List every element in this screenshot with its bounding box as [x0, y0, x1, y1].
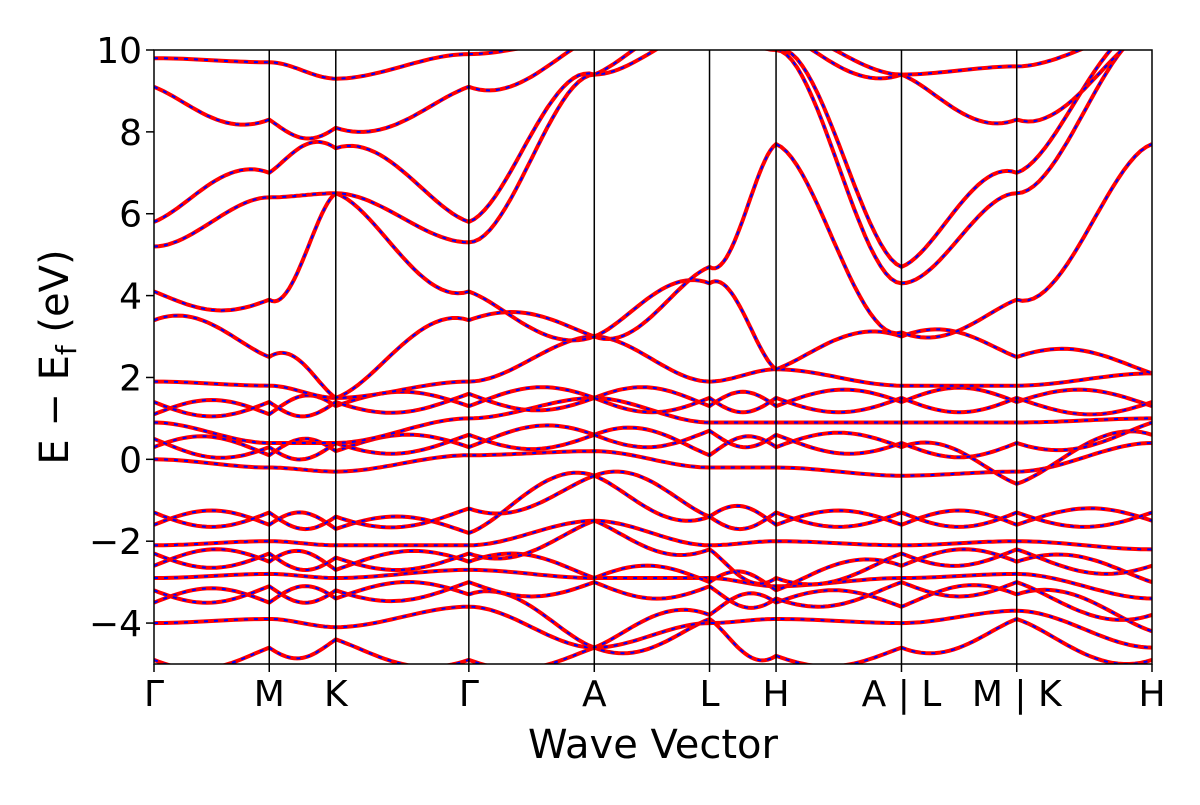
y-tick-label: −4: [89, 604, 142, 645]
band-line-blue-dashed: [154, 617, 1152, 664]
band-line-blue-dashed: [154, 519, 1152, 551]
x-tick-label: M | K: [972, 674, 1063, 715]
band-line-blue-dashed: [154, 474, 1152, 531]
y-tick-label: 0: [119, 440, 142, 481]
band-line-blue-dashed: [154, 421, 1152, 461]
x-tick-label: A | L: [862, 674, 942, 715]
band-line-red: [154, 518, 1152, 587]
x-tick-label: M: [254, 674, 285, 715]
y-tick-label: 4: [119, 277, 142, 318]
band-line-blue-dashed: [154, 581, 1152, 621]
bands-layer: [154, 50, 1152, 664]
x-tick-label: L: [699, 674, 719, 715]
band-line-red: [154, 334, 1152, 400]
y-axis-label-subscript: f: [50, 344, 83, 355]
high-symmetry-lines: [268, 50, 1018, 664]
band-line-blue-dashed: [154, 50, 1083, 80]
x-tick-label: Γ: [459, 674, 479, 715]
y-tick-label: 6: [119, 195, 142, 236]
band-line-blue-dashed: [154, 142, 1152, 342]
band-line-blue-dashed: [154, 392, 1152, 418]
x-axis-label: Wave Vector: [528, 722, 779, 768]
band-line-red: [154, 423, 1152, 487]
x-tick-label: H: [763, 674, 790, 715]
y-axis-label-main: E − E: [32, 355, 78, 465]
band-line-red: [154, 604, 1152, 650]
y-axis-label-unit: (eV): [32, 249, 78, 345]
band-line-red: [154, 567, 1152, 601]
band-line-blue-dashed: [154, 580, 1152, 649]
y-tick-label: 10: [96, 31, 142, 72]
band-line-blue-dashed: [154, 442, 1152, 477]
x-tick-label: K: [324, 674, 349, 715]
band-line-blue-dashed: [154, 470, 1152, 535]
y-axis-ticks: 10 8 6 4 2 0 −2 −4: [89, 31, 154, 645]
y-axis-label: E − Ef (eV): [32, 249, 83, 464]
y-tick-label: 8: [119, 113, 142, 154]
band-line-blue-dashed: [154, 396, 1152, 444]
y-tick-label: 2: [119, 358, 142, 399]
band-line-blue-dashed: [154, 548, 1152, 592]
x-tick-label: H: [1138, 674, 1165, 715]
plot-frame: [153, 49, 1153, 665]
x-tick-label: A: [582, 674, 607, 715]
x-tick-label: Γ: [144, 674, 164, 715]
band-line-blue-dashed: [154, 50, 1124, 285]
band-line-blue-dashed: [154, 50, 1112, 269]
y-tick-label: −2: [89, 522, 142, 563]
band-line-blue-dashed: [154, 50, 1124, 140]
